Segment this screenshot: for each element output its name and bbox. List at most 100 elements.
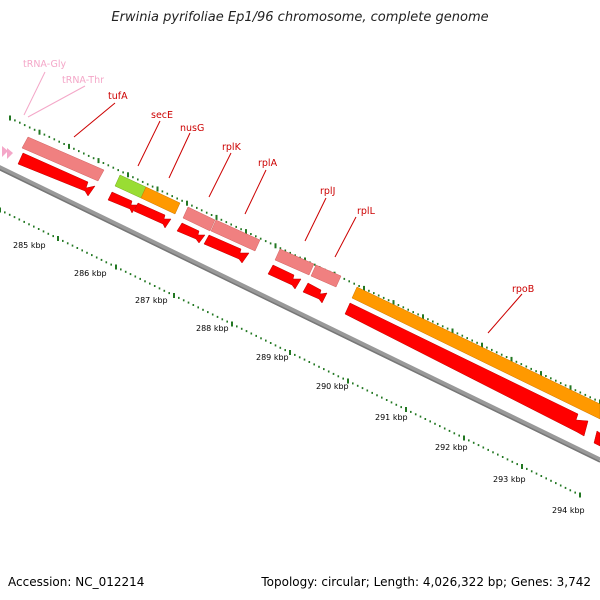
ruler-tick-outer [146,183,149,186]
ruler-tick-outer [137,178,139,181]
label-tRNA-Thr: tRNA-Thr [62,75,104,86]
ruler-tick-inner [487,448,489,451]
ruler-tick-inner [211,313,214,316]
ruler-tick-inner [231,321,233,327]
ruler-tick-inner [294,353,296,356]
ruler-tick-outer [441,325,444,328]
operon-bar-nusG [140,186,181,215]
ruler-tick-inner [323,368,325,371]
ruler-tick-inner [390,401,393,404]
ruler-tick-inner [463,435,465,441]
ruler-tick-outer [220,218,223,221]
ruler-tick-inner [279,346,282,349]
ruler-tick-inner [366,389,369,392]
ruler-tick-inner [395,403,398,406]
ruler-tick-outer [102,162,105,164]
ruler-tick-inner [255,334,257,337]
ruler-tick-inner [18,218,21,221]
ruler-tick-inner [0,207,1,213]
backbone [0,165,600,463]
ruler-tick-outer [19,121,21,124]
ruler-tick-outer [392,300,395,306]
cds-arrow-nusG [133,202,172,229]
ruler-tick-outer [559,382,562,385]
cds-arrow-rplA [203,234,250,264]
ruler-tick-outer [87,154,90,157]
ruler-tick-inner [453,432,456,435]
ruler-tick-outer [171,195,173,198]
ruler-tick-inner [414,413,417,416]
ruler-tick-inner [530,470,533,473]
ruler-label-293: 293 kbp [493,475,526,484]
ruler-dots-inner [0,207,581,498]
ruler-tick-inner [236,325,238,328]
cds-arrow-tufA [17,152,96,197]
ruler-label-292: 292 kbp [435,443,468,452]
ruler-tick-inner [352,382,354,385]
ruler-tick-outer [412,311,414,314]
ruler-label-286: 286 kbp [74,269,107,278]
ruler-tick-outer [368,289,370,292]
ruler-tick-inner [298,356,301,359]
ruler-tick-inner [327,370,330,373]
ruler-tick-inner [482,446,485,449]
ruler-tick-outer [471,339,473,342]
ruler-tick-outer [294,254,296,257]
ruler-tick-outer [92,157,95,160]
ruler-tick-inner [149,282,151,285]
ruler-tick-inner [4,211,6,214]
ruler-tick-inner [356,384,359,387]
ruler-tick-inner [153,285,156,287]
ruler-tick-outer [481,342,483,348]
ruler-tick-outer [520,363,523,366]
ruler-tick-inner [124,270,127,273]
gene-bar-rplJ [274,248,315,276]
ruler-tick-inner [260,337,262,340]
ruler-tick-inner [240,327,243,330]
operon-bar-secE [114,174,147,199]
ruler-tick-outer [397,304,400,306]
ruler-tick-inner [540,475,543,477]
ruler-tick-inner [545,477,547,480]
ruler-tick-outer [530,367,532,370]
ruler-tick-inner [313,363,315,366]
ruler-tick-inner [144,280,146,283]
label-secE: secE [151,110,173,121]
ruler-tick-inner [226,320,228,323]
ruler-tick-inner [429,420,431,423]
ruler-tick-inner [33,225,35,228]
ruler-tick-outer [382,296,385,299]
ruler-tick-outer [28,126,31,129]
ruler-tick-inner [574,491,576,494]
ruler-dots-outer [9,115,600,405]
ruler-tick-outer [68,143,70,149]
ruler-tick-outer [250,233,252,235]
label-rplJ: rplJ [320,186,335,197]
ruler-tick-inner [385,399,388,401]
ruler-tick-outer [107,164,110,167]
ruler-tick-outer [422,314,424,320]
ruler-tick-outer [535,370,537,373]
ruler-tick-inner [8,213,11,216]
ruler-tick-inner [361,387,364,390]
ruler-tick-inner [521,464,523,469]
ruler-tick-outer [151,185,154,188]
ruler-tick-inner [511,460,514,463]
accession-text: Accession: NC_012214 [8,575,145,589]
ruler-tick-outer [417,313,419,316]
cds-arrows [17,152,600,447]
ruler-tick-inner [23,220,25,223]
ruler-tick-inner [86,251,88,254]
cds-arrow-next [593,430,600,447]
ruler-tick-outer [476,341,478,344]
ruler-tick-outer [63,143,65,145]
feature-labels: tRNA-Gly tRNA-Thr tufA secE nusG rplK rp… [23,59,534,295]
ruler-tick-outer [377,294,380,297]
ruler-tick-inner [192,304,195,306]
ruler-tick-outer [545,375,547,377]
trna-thr-arrow [7,148,13,159]
label-rplA: rplA [258,158,278,169]
ruler-tick-outer [205,211,208,214]
ruler-tick-outer [289,251,291,254]
cds-arrow-rplL [302,282,328,304]
